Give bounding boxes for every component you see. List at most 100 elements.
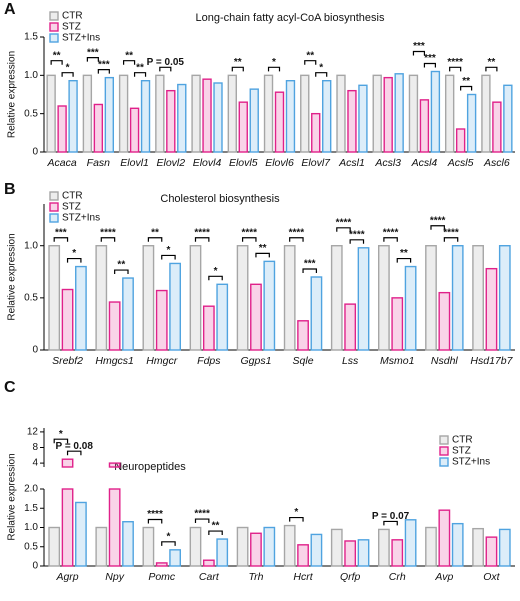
legend-label: CTR [62, 191, 83, 202]
significance-bracket [449, 66, 462, 72]
y-tick-label: 1.5 [24, 503, 38, 514]
x-tick-label: Srebf2 [52, 355, 83, 367]
bar [249, 88, 259, 153]
significance-bracket [383, 237, 398, 242]
x-tick-label: Lss [342, 355, 359, 367]
bar [129, 107, 140, 153]
x-tick-label: Elovl5 [229, 157, 258, 169]
significance-bracket [267, 66, 281, 72]
significance-bracket [396, 257, 412, 263]
bar [216, 283, 229, 351]
significance-bracket [349, 239, 365, 244]
significance-label: * [294, 507, 298, 518]
significance-label: * [214, 266, 218, 277]
legend-swatch [49, 202, 59, 212]
bar [404, 265, 417, 351]
significance-bracket [123, 60, 136, 65]
significance-label: * [319, 62, 323, 73]
bar-upper [61, 458, 74, 468]
bar [263, 526, 276, 567]
y-axis-label: Relative expression [7, 453, 18, 540]
significance-label: **** [336, 217, 352, 228]
bar [61, 288, 74, 351]
bar [142, 245, 155, 351]
bar [391, 539, 404, 567]
significance-bracket [114, 269, 129, 275]
bar [122, 521, 134, 567]
bar [169, 262, 181, 351]
significance-bracket [423, 62, 436, 68]
bar [68, 79, 78, 153]
bar [472, 527, 484, 567]
significance-label: * [166, 245, 170, 256]
bar [189, 245, 202, 351]
panel-label: A [4, 1, 16, 18]
significance-label: ** [53, 50, 61, 61]
significance-bracket [289, 516, 304, 522]
bar [310, 533, 323, 567]
bar [155, 289, 168, 351]
legend-swatch [49, 213, 59, 223]
legend-label: STZ+Ins [62, 213, 100, 224]
significance-label: *** [424, 53, 436, 64]
significance-label: P = 0.08 [56, 441, 94, 452]
significance-label: **** [443, 227, 459, 238]
y-tick-label: 8 [32, 442, 38, 453]
significance-bracket [443, 237, 459, 242]
bar [75, 501, 87, 567]
bar [378, 528, 390, 567]
legend-swatch [49, 22, 59, 32]
bar [155, 562, 168, 567]
bar [404, 519, 417, 567]
y-tick-label: 0 [32, 147, 38, 158]
legend-label: STZ [62, 202, 81, 213]
legend-label: STZ [62, 22, 81, 33]
x-tick-label: Crh [389, 571, 406, 583]
legend-label: CTR [452, 435, 473, 446]
y-tick-label: 0 [32, 345, 38, 356]
x-tick-label: Fdps [197, 355, 221, 367]
y-tick-label: 0.5 [24, 108, 38, 119]
significance-bracket [485, 66, 498, 72]
significance-label: ** [151, 227, 159, 238]
significance-label: ** [117, 260, 125, 271]
bar [492, 101, 502, 153]
bar [155, 74, 165, 153]
bar [236, 245, 249, 351]
x-tick-label: Acaca [47, 157, 77, 169]
bar [274, 91, 285, 153]
significance-bracket [412, 50, 426, 56]
y-tick-label: 0.5 [24, 541, 38, 552]
bar [438, 291, 451, 351]
y-tick-label: 2.0 [24, 484, 38, 495]
significance-bracket [194, 237, 210, 242]
bar [250, 532, 262, 567]
significance-label: **** [241, 227, 257, 238]
significance-label: ** [488, 57, 496, 68]
significance-bracket [50, 60, 63, 65]
bar [311, 112, 321, 153]
significance-label: ** [125, 50, 133, 61]
bar [498, 528, 511, 567]
significance-label: * [72, 248, 76, 259]
significance-bracket [66, 450, 82, 456]
y-tick-label: 1.0 [24, 522, 38, 533]
significance-bracket [208, 275, 223, 281]
bar [444, 74, 455, 153]
bar [451, 522, 464, 567]
y-tick-label: 1.5 [24, 32, 38, 43]
bar [61, 488, 74, 567]
x-tick-label: Cart [199, 571, 220, 583]
x-tick-label: Elovl6 [265, 157, 294, 169]
bar [82, 74, 93, 153]
bar [202, 559, 215, 567]
legend-label: STZ+Ins [452, 457, 490, 468]
bar [108, 301, 121, 351]
significance-label: * [272, 57, 276, 68]
bar [250, 283, 262, 351]
significance-bracket [61, 72, 74, 77]
bar-upper [108, 462, 121, 468]
x-tick-label: Elovl2 [157, 157, 186, 169]
panel-title: Cholesterol biosynthesis [160, 193, 280, 205]
y-tick-label: 0.5 [24, 292, 38, 303]
